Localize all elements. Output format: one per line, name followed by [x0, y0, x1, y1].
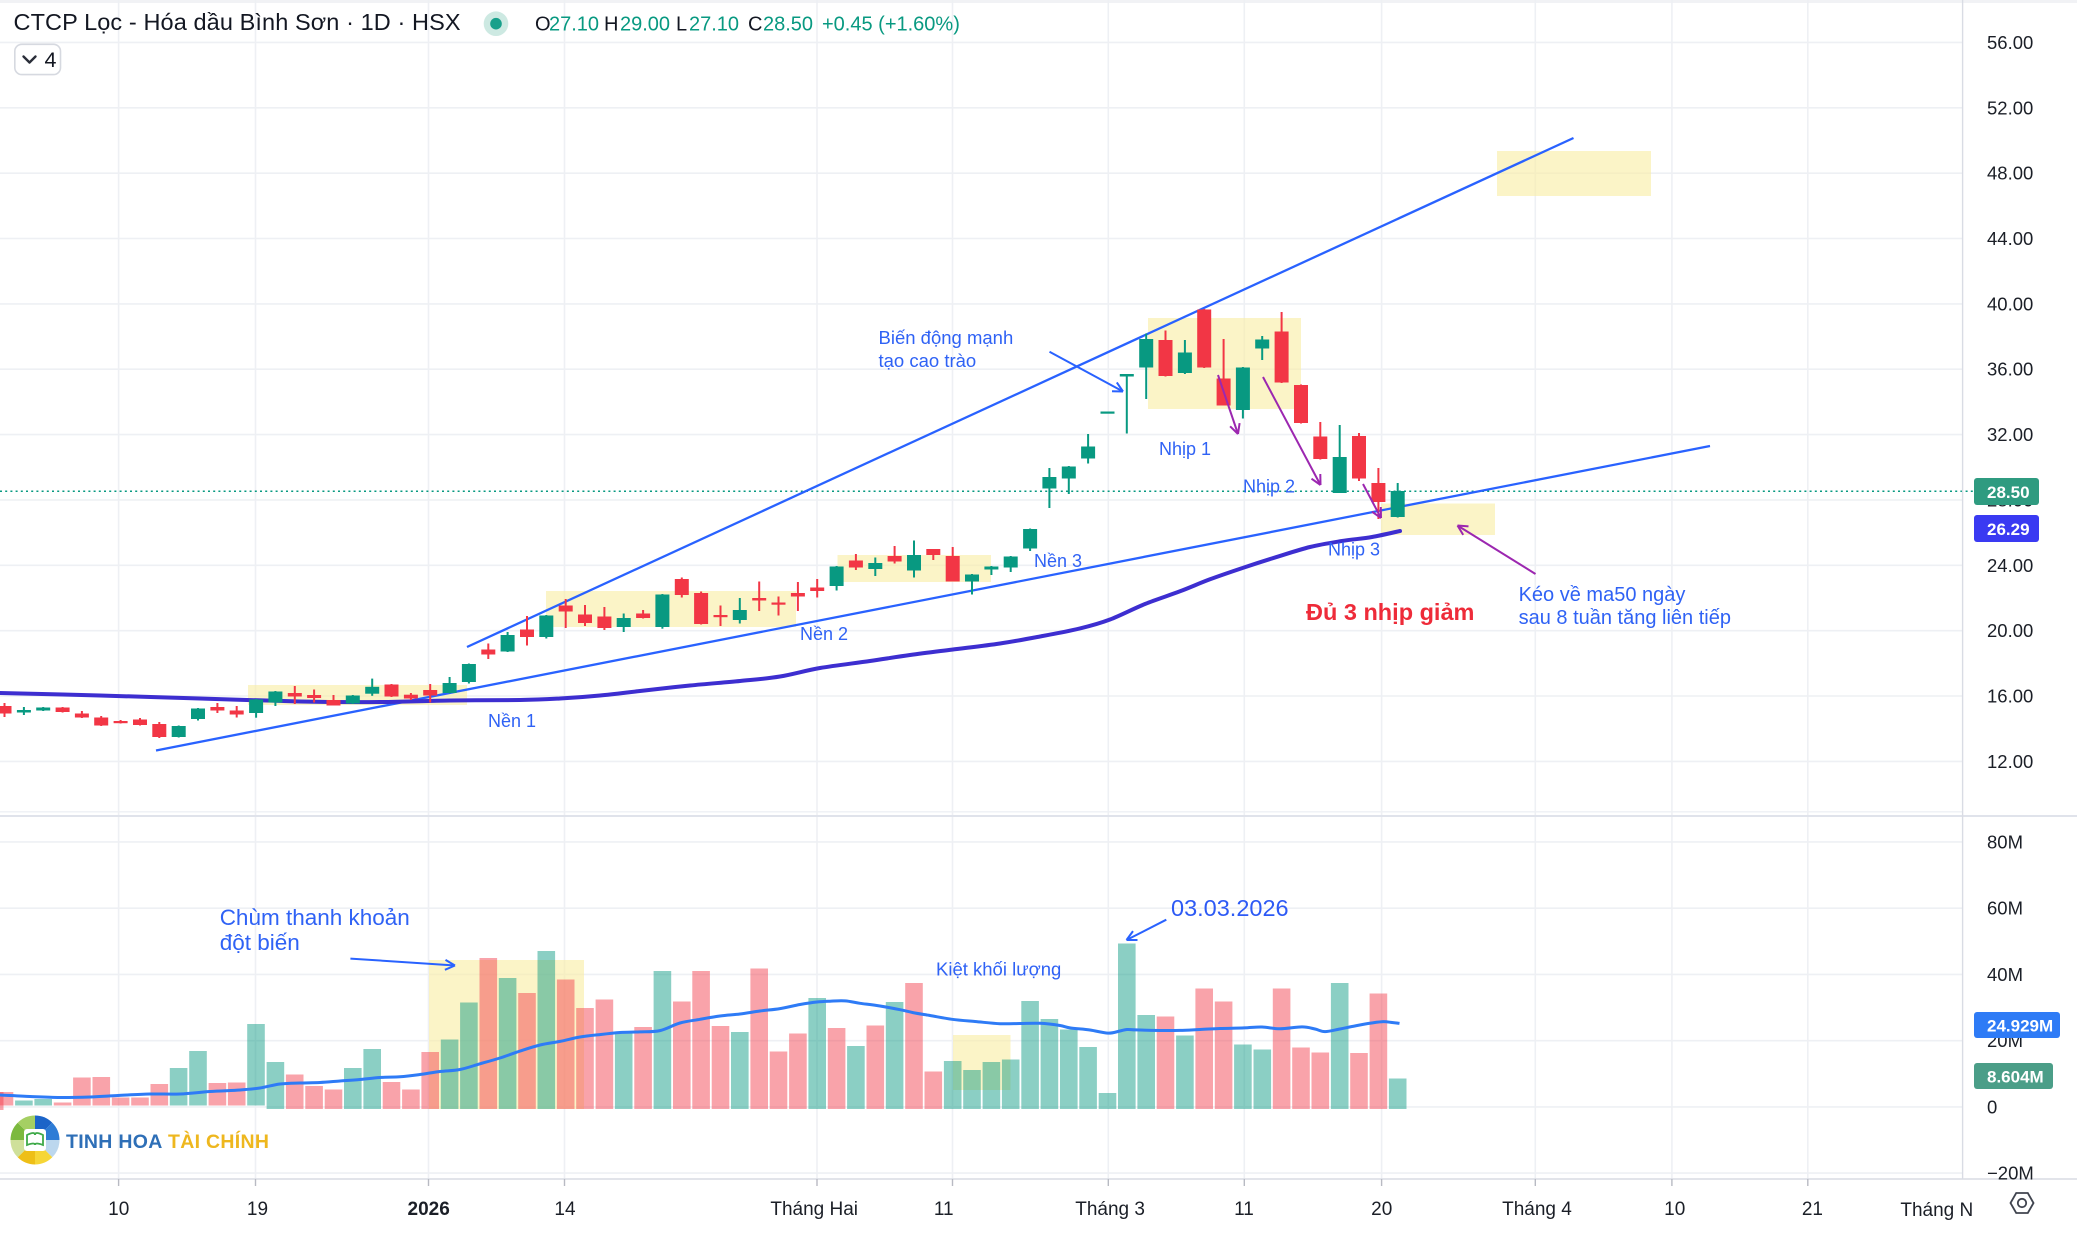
- svg-text:14: 14: [554, 1199, 576, 1220]
- svg-text:21: 21: [1802, 1199, 1823, 1220]
- svg-text:CTCP Lọc - Hóa dầu Bình Sơn ·: CTCP Lọc - Hóa dầu Bình Sơn · 1D · HSX: [14, 9, 461, 35]
- svg-text:03.03.2026: 03.03.2026: [1171, 895, 1289, 921]
- svg-text:44.00: 44.00: [1987, 228, 2033, 249]
- svg-text:20.00: 20.00: [1987, 620, 2033, 641]
- svg-text:Đủ 3 nhịp giảm: Đủ 3 nhịp giảm: [1306, 599, 1474, 625]
- svg-text:19: 19: [247, 1199, 268, 1220]
- svg-text:20: 20: [1371, 1199, 1392, 1220]
- svg-text:Nhịp 3: Nhịp 3: [1328, 540, 1380, 560]
- svg-text:+0.45 (+1.60%): +0.45 (+1.60%): [822, 14, 960, 36]
- svg-text:TÀI CHÍNH: TÀI CHÍNH: [168, 1130, 269, 1153]
- svg-text:L: L: [676, 14, 687, 36]
- svg-text:52.00: 52.00: [1987, 97, 2033, 118]
- svg-text:40M: 40M: [1987, 964, 2023, 985]
- svg-text:O: O: [535, 14, 551, 36]
- svg-text:11: 11: [1234, 1199, 1254, 1220]
- svg-text:tạo cao trào: tạo cao trào: [879, 350, 977, 371]
- svg-text:Tháng Năm: Tháng Năm: [1900, 1200, 1999, 1221]
- svg-text:Nhịp 2: Nhịp 2: [1243, 477, 1295, 497]
- svg-text:4: 4: [45, 48, 57, 72]
- svg-text:Kiệt khối lượng: Kiệt khối lượng: [936, 959, 1061, 980]
- svg-text:56.00: 56.00: [1987, 32, 2033, 53]
- svg-text:Biến động mạnh: Biến động mạnh: [879, 327, 1014, 348]
- svg-text:28.50: 28.50: [1987, 483, 2030, 502]
- svg-text:36.00: 36.00: [1987, 359, 2033, 380]
- svg-text:8.604M: 8.604M: [1987, 1068, 2044, 1087]
- svg-text:Nền 1: Nền 1: [488, 711, 536, 731]
- svg-text:Chùm thanh khoản: Chùm thanh khoản: [220, 905, 410, 930]
- svg-text:2026: 2026: [408, 1199, 450, 1220]
- svg-text:26.29: 26.29: [1987, 520, 2030, 539]
- svg-text:TINH HOA: TINH HOA: [66, 1131, 163, 1153]
- svg-text:27.10: 27.10: [689, 14, 739, 36]
- svg-text:Nền 3: Nền 3: [1034, 551, 1082, 571]
- svg-text:−20M: −20M: [1987, 1163, 2034, 1184]
- svg-text:28.50: 28.50: [763, 14, 813, 36]
- svg-text:24.929M: 24.929M: [1987, 1017, 2053, 1036]
- svg-text:H: H: [604, 14, 618, 36]
- svg-text:đột biến: đột biến: [220, 930, 300, 955]
- svg-text:Tháng Hai: Tháng Hai: [770, 1199, 858, 1220]
- svg-text:40.00: 40.00: [1987, 293, 2033, 314]
- svg-text:12.00: 12.00: [1987, 751, 2033, 772]
- svg-text:10: 10: [108, 1199, 129, 1220]
- svg-text:sau 8 tuần tăng liên tiếp: sau 8 tuần tăng liên tiếp: [1519, 607, 1731, 629]
- svg-text:60M: 60M: [1987, 898, 2023, 919]
- svg-text:Tháng 3: Tháng 3: [1075, 1199, 1145, 1220]
- svg-text:C: C: [748, 14, 762, 36]
- svg-text:10: 10: [1664, 1199, 1685, 1220]
- svg-text:Tháng 4: Tháng 4: [1502, 1199, 1572, 1220]
- svg-text:29.00: 29.00: [620, 14, 670, 36]
- svg-text:32.00: 32.00: [1987, 424, 2033, 445]
- svg-text:16.00: 16.00: [1987, 686, 2033, 707]
- svg-text:48.00: 48.00: [1987, 163, 2033, 184]
- svg-text:24.00: 24.00: [1987, 555, 2033, 576]
- svg-text:11: 11: [934, 1199, 954, 1220]
- svg-text:0: 0: [1987, 1096, 1997, 1117]
- svg-text:Kéo về ma50 ngày: Kéo về ma50 ngày: [1519, 584, 1686, 606]
- svg-text:Nhịp 1: Nhịp 1: [1159, 439, 1211, 459]
- svg-text:27.10: 27.10: [549, 14, 599, 36]
- svg-text:Nền 2: Nền 2: [800, 624, 848, 644]
- svg-text:80M: 80M: [1987, 831, 2023, 852]
